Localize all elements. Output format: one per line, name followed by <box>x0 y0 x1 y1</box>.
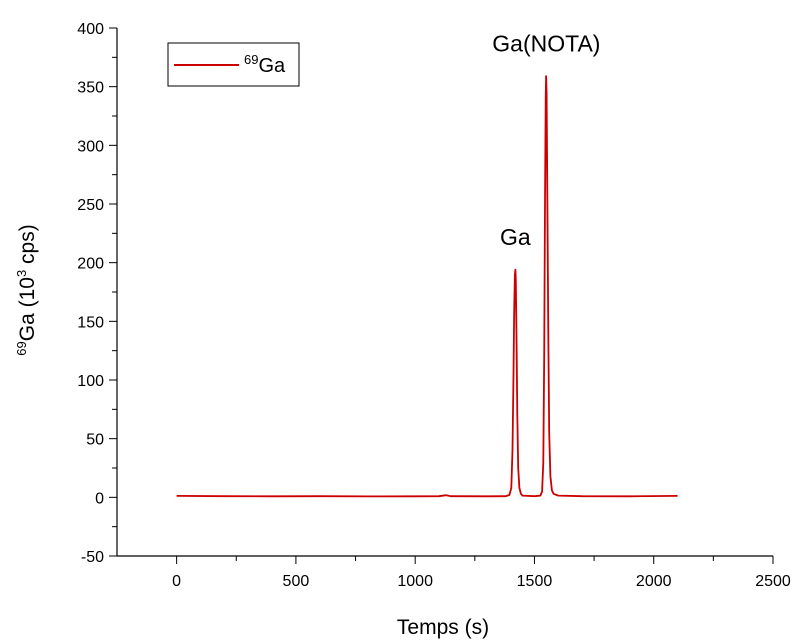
tick-labels: 0 500 1000 1500 2000 2500 -50 0 50 100 150 200 250 30… <box>77 21 791 590</box>
y-tick-label: 100 <box>77 373 104 390</box>
x-axis-title: Temps (s) <box>397 616 489 639</box>
legend-label-element: Ga <box>258 55 286 77</box>
x-tick-label: 2500 <box>755 573 791 590</box>
y-axis-title-mass: 69 <box>14 341 29 355</box>
y-tick-label: -50 <box>81 549 104 566</box>
x-tick-label: 500 <box>283 573 310 590</box>
y-axis-title: 69Ga (103 cps) <box>14 224 39 355</box>
legend-label: 69Ga <box>244 52 286 77</box>
annotations: Ga Ga(NOTA) <box>492 30 600 250</box>
y-tick-label: 50 <box>86 432 104 449</box>
series-layer <box>176 75 678 498</box>
peak-label-ga: Ga <box>500 224 531 250</box>
axes <box>116 28 773 557</box>
y-axis-title-element: Ga (10 <box>16 277 39 341</box>
y-axis-title-exponent: 3 <box>14 270 29 277</box>
series-line-69ga <box>176 75 678 498</box>
x-tick-label: 0 <box>172 573 181 590</box>
x-tick-label: 1000 <box>397 573 433 590</box>
y-tick-label: 300 <box>77 138 104 155</box>
y-tick-label: 0 <box>95 490 104 507</box>
y-tick-label: 350 <box>77 80 104 97</box>
legend: 69Ga <box>167 42 300 87</box>
y-axis-title-unit: cps) <box>16 224 39 270</box>
tick-marks <box>109 27 774 564</box>
y-tick-label: 150 <box>77 314 104 331</box>
y-tick-label: 200 <box>77 256 104 273</box>
legend-label-mass: 69 <box>244 52 258 67</box>
x-tick-label: 2000 <box>636 573 672 590</box>
y-tick-label: 250 <box>77 197 104 214</box>
y-tick-label: 400 <box>77 21 104 38</box>
x-tick-label: 1500 <box>517 573 553 590</box>
peak-label-ga-nota: Ga(NOTA) <box>492 30 600 56</box>
